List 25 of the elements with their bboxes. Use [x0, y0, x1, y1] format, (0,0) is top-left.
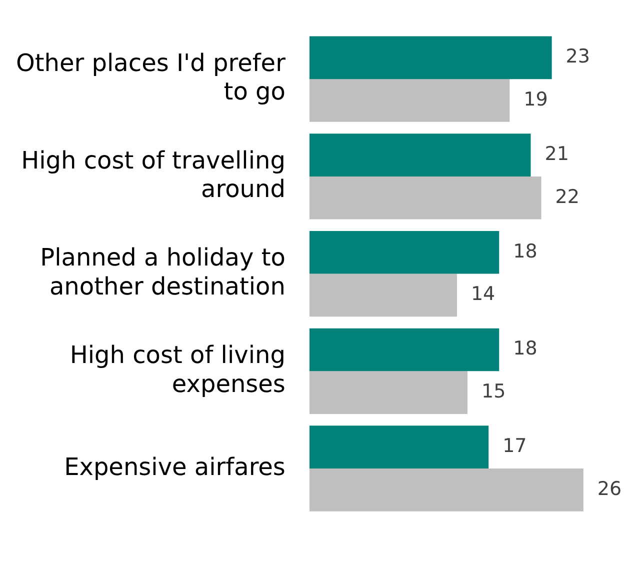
data-label: 21: [544, 142, 569, 165]
data-label: 26: [597, 478, 622, 500]
y-tick-label: Other places I'd prefer to go: [16, 48, 286, 106]
data-label: 18: [513, 338, 538, 360]
bar: [309, 176, 542, 220]
bar: [309, 230, 500, 274]
bar: [309, 371, 468, 414]
bar: [309, 79, 510, 122]
y-tick-label: High cost of travelling around: [21, 146, 286, 204]
bar: [309, 468, 584, 512]
bar: [309, 426, 489, 469]
data-label: 15: [482, 380, 506, 403]
data-label: 22: [555, 186, 580, 208]
bar: [309, 328, 500, 372]
data-label: 17: [502, 435, 527, 458]
y-tick-label: Planned a holiday to another destination: [40, 244, 286, 300]
bar: [309, 36, 552, 80]
data-label: 19: [524, 88, 548, 110]
y-tick-label: High cost of living expenses: [70, 340, 286, 398]
bar: [309, 274, 457, 317]
data-label: 18: [513, 240, 538, 262]
data-label: 14: [470, 283, 496, 306]
y-tick-label: Expensive airfares: [64, 452, 286, 481]
data-label: 23: [566, 46, 590, 68]
bar: [309, 134, 531, 176]
